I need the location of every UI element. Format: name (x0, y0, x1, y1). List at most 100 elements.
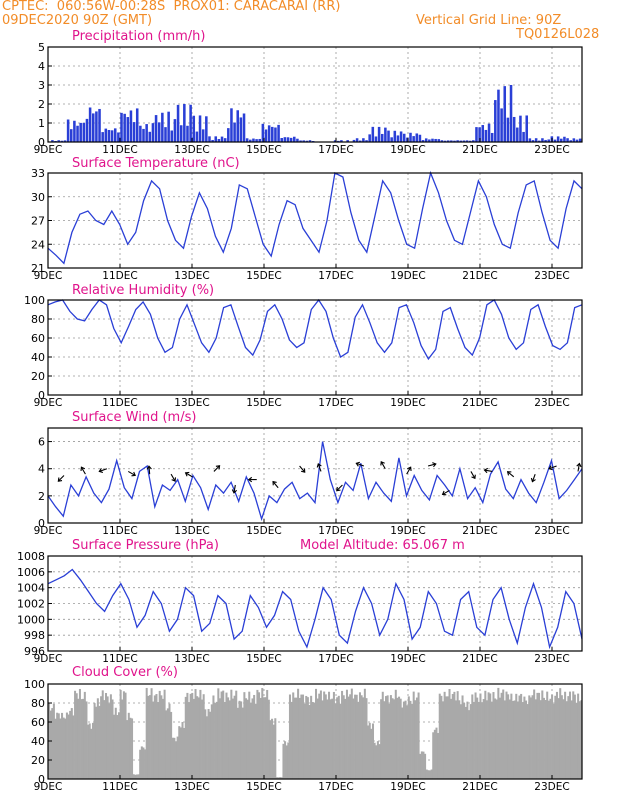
humidity-ytick-label: 20 (31, 370, 45, 383)
precip-bar (569, 140, 572, 142)
precip-bar (387, 130, 390, 142)
cloud-bar (56, 712, 59, 779)
precip-bar (384, 127, 387, 142)
precip-bar (578, 138, 582, 142)
cloud-bar (118, 712, 121, 779)
cloud-bar (560, 695, 563, 779)
cloud-bar (277, 777, 280, 779)
wind-arrowhead (231, 489, 238, 494)
precip-bar (560, 138, 563, 142)
pressure-ytick-label: 1002 (17, 598, 45, 611)
cloud-bar (391, 698, 394, 779)
cloud-bar (376, 741, 379, 779)
cloud-bar (411, 703, 414, 779)
cloud-bar (78, 688, 81, 779)
cloud-bar (533, 689, 536, 779)
pressure-xtick-label: 17DEC (318, 653, 353, 665)
wind-arrow (272, 481, 279, 489)
precip-bar (217, 139, 221, 142)
cloud-bar (292, 692, 295, 779)
humidity-series-line (47, 298, 583, 361)
temp-title: Surface Temperature (nC) (72, 156, 240, 171)
temp-ytick-label: 30 (31, 191, 45, 204)
cloud-bar (266, 689, 269, 779)
cloud-bar (240, 701, 243, 779)
wind-xtick-label: 15DEC (246, 525, 281, 537)
cloud-bar (305, 695, 308, 779)
precip-xtick-label: 11DEC (102, 144, 137, 156)
cloud-bar (393, 699, 396, 779)
humidity-ytick-label: 80 (31, 313, 45, 326)
cloud-bar (188, 702, 191, 779)
cloud-bar (344, 698, 347, 779)
cloud-bar (280, 777, 283, 779)
cloud-bar (258, 692, 261, 779)
cloud-bar (132, 774, 135, 779)
cloud-bar (306, 697, 309, 779)
cloud-bar (570, 700, 573, 779)
temp-xtick-label: 13DEC (174, 270, 209, 282)
wind-arrowhead (380, 460, 385, 466)
cloud-plot-border (47, 683, 583, 780)
cloud-bar (552, 703, 555, 779)
cloud-bar (210, 704, 213, 779)
precip-bar (541, 138, 544, 142)
precip-bar (494, 100, 497, 142)
wind-arrow (577, 463, 580, 472)
humidity-ytick-label: 40 (31, 351, 45, 364)
cloud-bar (88, 723, 91, 779)
cloud-bar (363, 688, 366, 779)
precip-bar (402, 133, 406, 142)
wind-series-line (47, 441, 583, 522)
precip-bar (556, 136, 560, 142)
precip-bar (346, 140, 349, 142)
cloud-bar (287, 742, 290, 779)
wind-arrowhead (336, 486, 341, 492)
precip-bar (572, 138, 576, 142)
precip-bar (406, 137, 409, 142)
precip-bar (154, 115, 158, 142)
precip-bar (176, 104, 180, 142)
precip-xtick-label: 17DEC (318, 144, 353, 156)
precip-xtick-label: 23DEC (534, 144, 569, 156)
cloud-bar (445, 696, 448, 779)
precip-xtick-label: 19DEC (390, 144, 425, 156)
precip-bar (192, 115, 196, 142)
cloud-bar (310, 695, 313, 779)
wind-arrowhead (98, 468, 104, 474)
cloud-bar (471, 694, 474, 779)
pressure-title: Surface Pressure (hPa) (72, 538, 219, 553)
precip-bar (506, 117, 510, 142)
wind-arrowhead (355, 461, 361, 467)
wind-xtick-label: 9DEC (34, 525, 63, 537)
model-altitude-label: Model Altitude: 65.067 m (300, 538, 465, 553)
precip-bar (472, 140, 475, 142)
cloud-bar (127, 712, 130, 779)
wind-arrow (507, 471, 515, 478)
precip-bar (412, 136, 415, 142)
cloud-ytick-label: 100 (24, 678, 45, 691)
cloud-bar (160, 695, 163, 779)
temp-xtick-label: 17DEC (318, 270, 353, 282)
cloud-bar (148, 695, 151, 779)
cloud-bar (300, 694, 303, 779)
cloud-bar (568, 691, 572, 779)
precip-xtick-label: 21DEC (462, 144, 497, 156)
precip-bar (195, 131, 199, 142)
cloud-bar (165, 710, 168, 779)
wind-arrow (80, 466, 86, 475)
cloud-bar (173, 737, 176, 779)
cloud-bar (248, 691, 251, 779)
cloud-bar (580, 700, 583, 779)
humidity-xtick-label: 17DEC (318, 397, 353, 409)
precip-bar (82, 122, 86, 142)
pressure-ytick-label: 1008 (17, 550, 45, 563)
cloud-bar (253, 694, 256, 779)
cloud-bar (295, 697, 298, 779)
header-grid-line: Vertical Grid Line: 90Z (416, 13, 562, 28)
precip-bar (286, 137, 290, 142)
wind-arrowhead (471, 474, 476, 480)
wind-arrowhead (407, 466, 412, 471)
cloud-bar (51, 708, 54, 779)
precip-bar (208, 136, 211, 142)
